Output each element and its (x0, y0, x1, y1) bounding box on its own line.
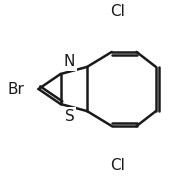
Text: Cl: Cl (111, 4, 125, 19)
Text: N: N (64, 54, 75, 69)
Text: Br: Br (7, 82, 24, 96)
Text: S: S (65, 109, 74, 124)
Text: Cl: Cl (111, 158, 125, 173)
